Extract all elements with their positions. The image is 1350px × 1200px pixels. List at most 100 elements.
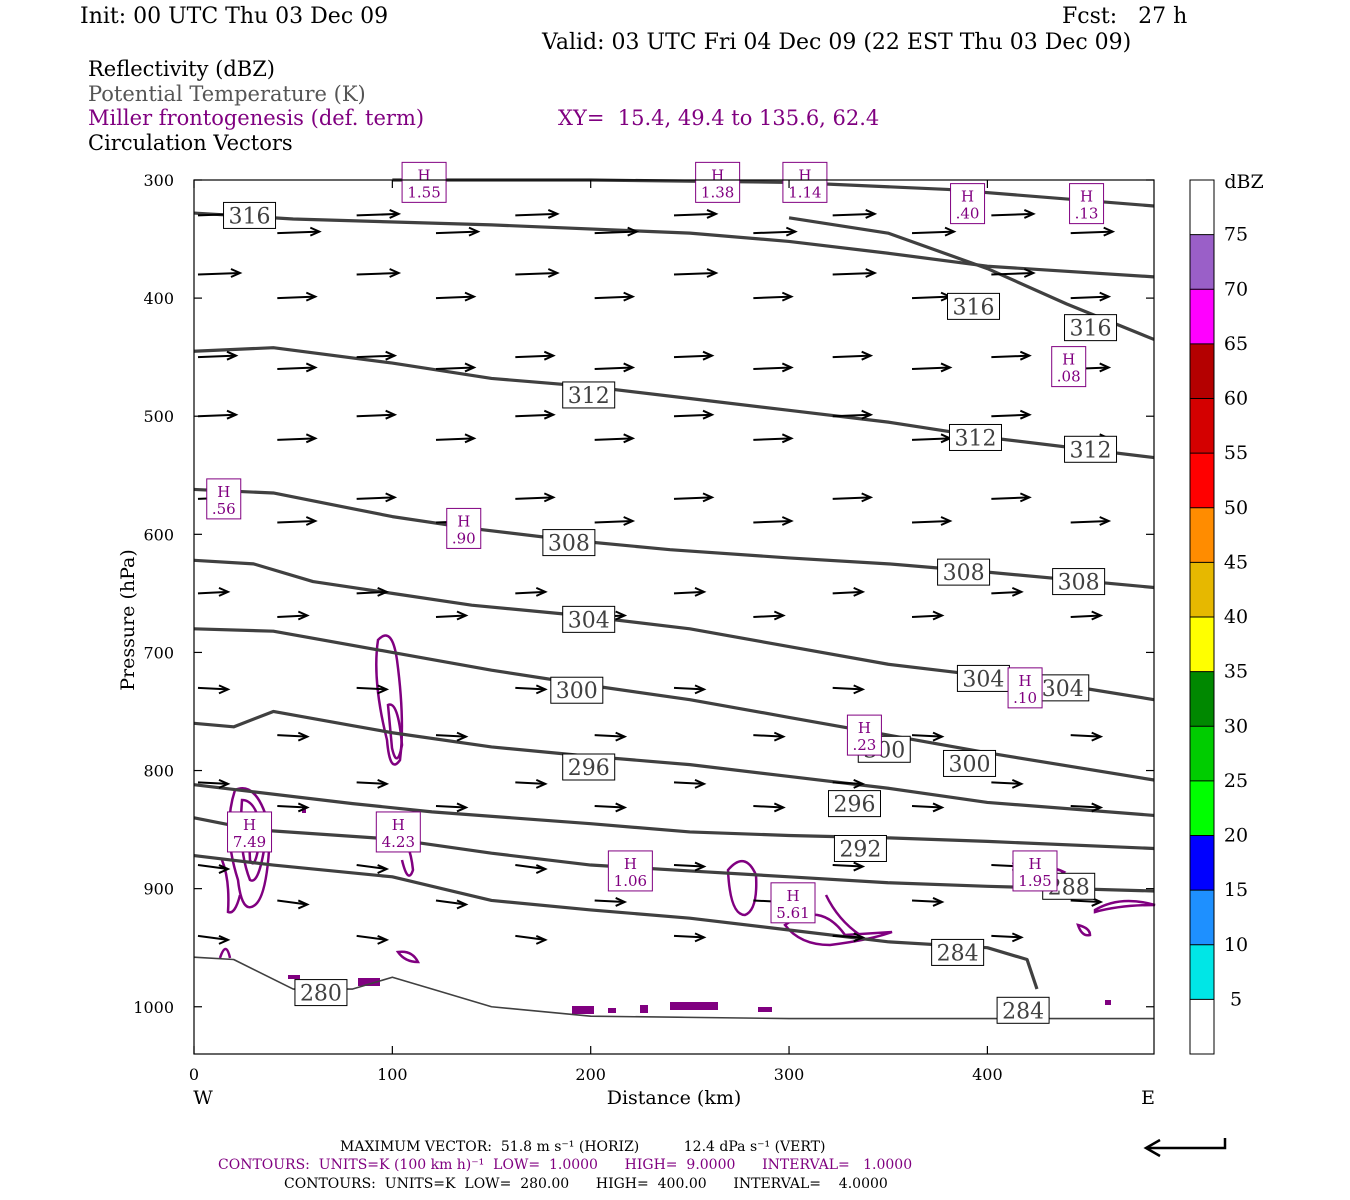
circulation-vector — [911, 291, 953, 302]
theta-label-text: 316 — [229, 204, 271, 229]
theta-contour-labels: 316 316 316 312 312 312 308 308 308 304 304 304 300 3… — [223, 201, 1118, 1024]
y-axis-title: Pressure (hPa) — [117, 549, 139, 691]
frontogenesis-max-value: .08 — [1057, 368, 1081, 386]
circulation-vector — [753, 516, 794, 526]
circulation-vector — [911, 516, 953, 526]
y-tick-label: 700 — [143, 643, 174, 662]
circulation-vector — [277, 291, 318, 302]
frontogenesis-max-value: .90 — [452, 529, 476, 547]
circulation-vector — [832, 778, 866, 789]
reflectivity-shading — [288, 808, 1111, 1014]
circulation-vector — [277, 610, 310, 621]
frontogenesis-max-label: H — [418, 166, 431, 184]
theta-label-text: 304 — [1042, 677, 1084, 702]
circulation-vector — [832, 684, 866, 695]
colorbar-level: 75 — [1224, 224, 1248, 246]
circulation-vector — [911, 610, 945, 621]
circulation-vector — [753, 731, 786, 742]
frontogenesis-max-label: H — [457, 512, 470, 530]
circulation-vector — [594, 802, 628, 813]
frontogenesis-max-value: .10 — [1013, 689, 1037, 707]
theta-contour-280 — [193, 956, 1154, 1020]
colorbar-level: 40 — [1224, 606, 1248, 628]
frontogenesis-max-label: H — [243, 816, 256, 834]
frontogenesis-max-value: 7.49 — [233, 833, 266, 851]
frontogenesis-max-value: 1.55 — [407, 183, 440, 201]
circulation-vector — [594, 226, 640, 237]
colorbar-segment — [1190, 507, 1214, 563]
circulation-vector — [832, 932, 866, 943]
frontogenesis-max: H4.23 — [375, 811, 421, 853]
theta-label: 304 — [562, 605, 616, 633]
circulation-vector — [753, 610, 786, 621]
frontogenesis-max-value: 4.23 — [382, 833, 415, 851]
plot-frame — [193, 179, 1155, 1055]
circulation-vector — [356, 934, 390, 945]
colorbar-level: 55 — [1224, 442, 1248, 464]
theta-label-text: 296 — [833, 793, 875, 818]
frontogenesis-max: H.40 — [950, 183, 986, 225]
circulation-vector — [356, 209, 402, 219]
theta-label-text: 296 — [568, 756, 610, 781]
circulation-vector — [911, 731, 945, 742]
circulation-vector — [515, 409, 556, 420]
east-label: E — [1141, 1087, 1155, 1109]
circulation-vector — [911, 897, 945, 907]
circulation-vector — [356, 492, 398, 503]
frontogenesis-max-label: H — [858, 719, 871, 737]
theta-contour-292 — [193, 783, 1155, 851]
circulation-vector — [594, 731, 628, 742]
circulation-vector — [197, 409, 239, 420]
frontogenesis-max-label: H — [392, 816, 405, 834]
circulation-vector — [277, 731, 310, 742]
circulation-vector — [515, 492, 556, 503]
theta-label-text: 304 — [962, 667, 1004, 692]
theta-label-text: 292 — [839, 837, 881, 862]
circulation-vector — [832, 409, 874, 420]
circulation-vector — [197, 684, 231, 695]
colorbar-level: 45 — [1224, 551, 1248, 573]
frontogenesis-max-value: 1.95 — [1018, 872, 1051, 890]
circulation-vector — [594, 291, 636, 302]
frontogenesis-max: H1.95 — [1012, 850, 1058, 892]
frontogenesis-max-label: H — [217, 483, 230, 501]
circulation-vector — [197, 864, 231, 874]
reference-vector-arrow — [1143, 1138, 1227, 1158]
colorbar-level: 60 — [1224, 388, 1248, 410]
circulation-vector — [277, 362, 318, 373]
theta-label-text: 316 — [1070, 317, 1112, 342]
circulation-vector — [753, 433, 794, 444]
circulation-vector — [673, 350, 715, 361]
circulation-vector — [753, 362, 794, 373]
theta-contour-308 — [193, 487, 1155, 590]
field-vectors: Circulation Vectors — [88, 131, 293, 155]
x-tick-label: 100 — [377, 1065, 408, 1084]
circulation-vector — [1070, 802, 1104, 813]
x-tick-label: 400 — [972, 1065, 1003, 1084]
theta-contour-316 — [193, 211, 1155, 279]
circulation-vector — [435, 899, 469, 910]
y-tick-label: 1000 — [133, 998, 174, 1017]
colorbar-segment — [1190, 289, 1214, 344]
theta-label: 296 — [562, 753, 616, 781]
frontogenesis-max-label: H — [624, 855, 637, 873]
frontogenesis-max-value: .56 — [212, 500, 236, 518]
circulation-vector — [832, 268, 878, 278]
theta-label: 308 — [937, 558, 991, 586]
frontogenesis-maxima: H7.49H4.23H1.06H5.61H.23H.10H1.95H.56H.9… — [206, 161, 1105, 924]
valid-time: Valid: 03 UTC Fri 04 Dec 09 (22 EST Thu … — [542, 30, 1132, 55]
circulation-vector — [673, 684, 707, 695]
theta-label: 312 — [948, 423, 1002, 451]
circulation-vector — [594, 897, 628, 907]
circulation-vector — [515, 864, 548, 874]
colorbar-level: 65 — [1224, 333, 1248, 355]
theta-contour-300 — [193, 627, 1155, 782]
theta-label-text: 308 — [548, 532, 590, 557]
theta-label: 300 — [943, 749, 997, 777]
theta-label-text: 300 — [556, 679, 598, 704]
circulation-vector — [911, 226, 957, 237]
theta-label: 316 — [223, 201, 277, 229]
circulation-vector — [832, 350, 874, 361]
circulation-vector — [1070, 610, 1104, 621]
circulation-vector — [991, 409, 1032, 420]
